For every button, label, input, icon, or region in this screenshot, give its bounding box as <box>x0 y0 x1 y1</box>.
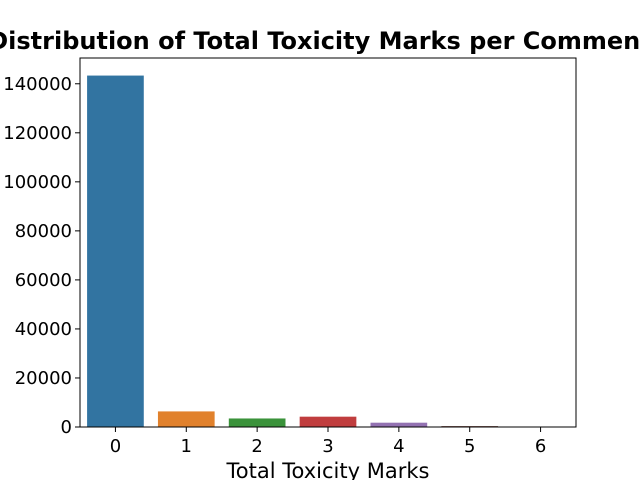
bars-group <box>87 75 569 427</box>
x-tick-label: 1 <box>181 436 192 457</box>
y-tick-label: 60000 <box>15 270 72 291</box>
bar-1 <box>157 411 215 427</box>
y-tick-label: 40000 <box>15 319 72 340</box>
y-axis: 0 20000 40000 60000 80000 100000 120000 140000 <box>3 74 80 438</box>
y-tick-label: 80000 <box>15 221 72 242</box>
x-tick-label: 5 <box>464 436 475 457</box>
bar-4 <box>370 422 428 427</box>
bar-2 <box>228 418 286 427</box>
x-tick-label: 0 <box>110 436 121 457</box>
y-tick-label: 140000 <box>3 74 72 95</box>
y-tick-label: 0 <box>61 417 72 438</box>
bar-0 <box>87 75 144 427</box>
y-tick-label: 20000 <box>15 368 72 389</box>
x-axis: 0 1 2 3 4 5 6 <box>110 427 546 457</box>
y-tick-label: 120000 <box>3 123 72 144</box>
x-axis-label: Total Toxicity Marks <box>226 459 430 480</box>
x-tick-label: 2 <box>251 436 262 457</box>
x-tick-label: 4 <box>393 436 404 457</box>
y-tick-label: 100000 <box>3 172 72 193</box>
chart-title: Distribution of Total Toxicity Marks per… <box>0 27 640 55</box>
plot-frame <box>79 57 577 428</box>
x-tick-label: 3 <box>322 436 333 457</box>
bar-3 <box>299 416 357 427</box>
x-tick-label: 6 <box>535 436 546 457</box>
